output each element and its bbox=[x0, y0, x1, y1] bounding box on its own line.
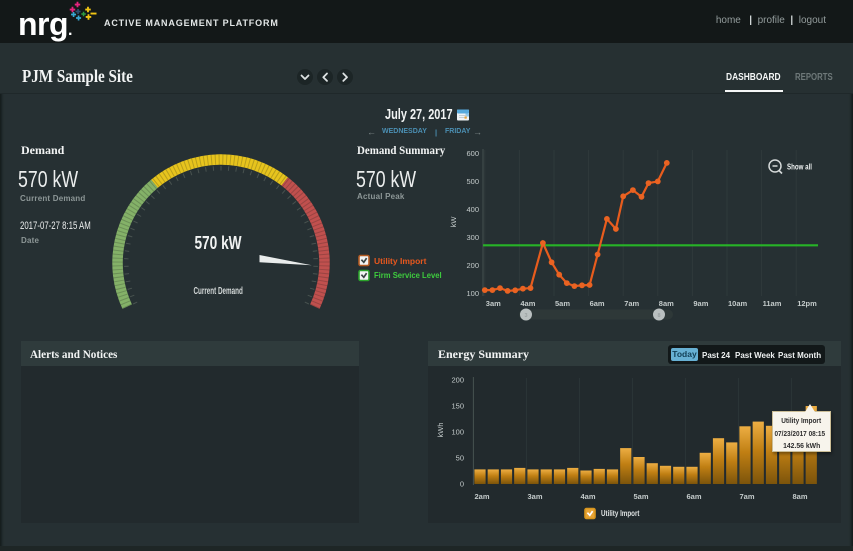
svg-text:6am: 6am bbox=[686, 492, 701, 501]
svg-text:2am: 2am bbox=[474, 492, 489, 501]
svg-text:50: 50 bbox=[456, 454, 464, 463]
svg-text:8am: 8am bbox=[792, 492, 807, 501]
svg-text:200: 200 bbox=[466, 261, 479, 270]
svg-text:300: 300 bbox=[466, 233, 479, 242]
svg-text:500: 500 bbox=[466, 177, 479, 186]
svg-text:8: 8 bbox=[657, 313, 660, 319]
svg-text:150: 150 bbox=[451, 402, 464, 411]
svg-text:8am: 8am bbox=[659, 299, 674, 308]
svg-text:5am: 5am bbox=[633, 492, 648, 501]
svg-text:4am: 4am bbox=[580, 492, 595, 501]
svg-text:200: 200 bbox=[451, 376, 464, 385]
svg-text:100: 100 bbox=[466, 289, 479, 298]
svg-text:11am: 11am bbox=[763, 299, 782, 308]
svg-text:kWh: kWh bbox=[436, 423, 445, 438]
svg-text:5am: 5am bbox=[555, 299, 570, 308]
svg-text:3: 3 bbox=[524, 313, 527, 319]
svg-text:0: 0 bbox=[460, 480, 464, 489]
svg-text:10am: 10am bbox=[728, 299, 748, 308]
svg-text:100: 100 bbox=[451, 428, 464, 437]
svg-text:3am: 3am bbox=[486, 299, 501, 308]
svg-text:12pm: 12pm bbox=[797, 299, 817, 308]
svg-text:6am: 6am bbox=[590, 299, 605, 308]
svg-text:600: 600 bbox=[466, 149, 479, 158]
svg-text:3am: 3am bbox=[527, 492, 542, 501]
svg-text:7am: 7am bbox=[624, 299, 639, 308]
svg-text:7am: 7am bbox=[739, 492, 754, 501]
svg-text:4am: 4am bbox=[520, 299, 535, 308]
svg-text:Show all: Show all bbox=[787, 162, 812, 172]
svg-text:kW: kW bbox=[449, 216, 458, 228]
svg-text:400: 400 bbox=[466, 205, 479, 214]
svg-text:9am: 9am bbox=[693, 299, 708, 308]
